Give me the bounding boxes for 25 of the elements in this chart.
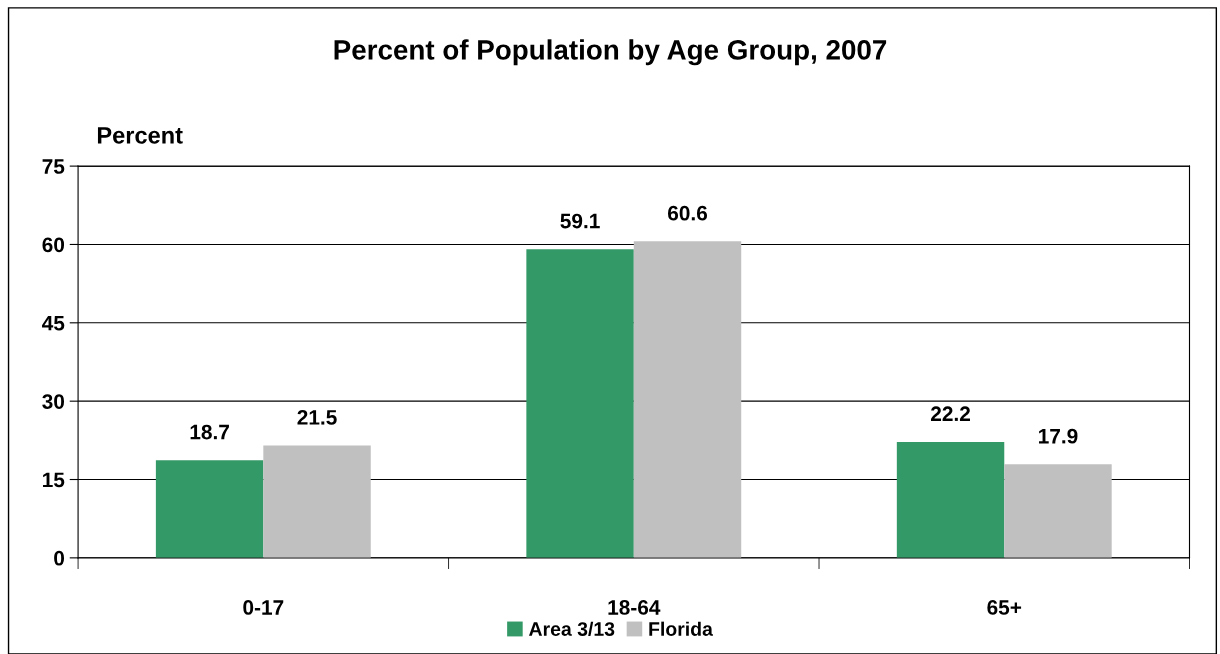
y-tick-label: 30 <box>42 394 65 409</box>
legend-label: Area 3/13 <box>529 621 615 637</box>
legend-label: Florida <box>649 621 713 636</box>
x-tick-label: 0-17 <box>243 600 284 615</box>
data-label: 60.6 <box>668 205 708 221</box>
y-tick-label: 45 <box>42 316 65 331</box>
bar <box>526 249 634 558</box>
bar <box>155 460 264 558</box>
bar <box>896 441 1005 558</box>
bar <box>1004 464 1112 558</box>
bar <box>263 445 371 558</box>
data-label: 59.1 <box>560 213 600 229</box>
y-tick-label: 15 <box>43 472 65 488</box>
x-tick-label: 65+ <box>987 600 1022 615</box>
data-label: 22.2 <box>931 406 970 421</box>
x-tick-label: 18-64 <box>608 600 661 615</box>
y-tick-label: 0 <box>54 550 65 566</box>
chart-title: Percent of Population by Age Group, 2007 <box>334 39 887 66</box>
y-tick-label: 75 <box>42 159 65 174</box>
data-label: 18.7 <box>190 424 229 440</box>
y-tick-label: 60 <box>42 237 65 253</box>
data-label: 17.9 <box>1039 428 1078 444</box>
data-label: 21.5 <box>297 410 337 425</box>
y-axis-title: Percent <box>97 127 183 144</box>
bar <box>633 241 742 558</box>
